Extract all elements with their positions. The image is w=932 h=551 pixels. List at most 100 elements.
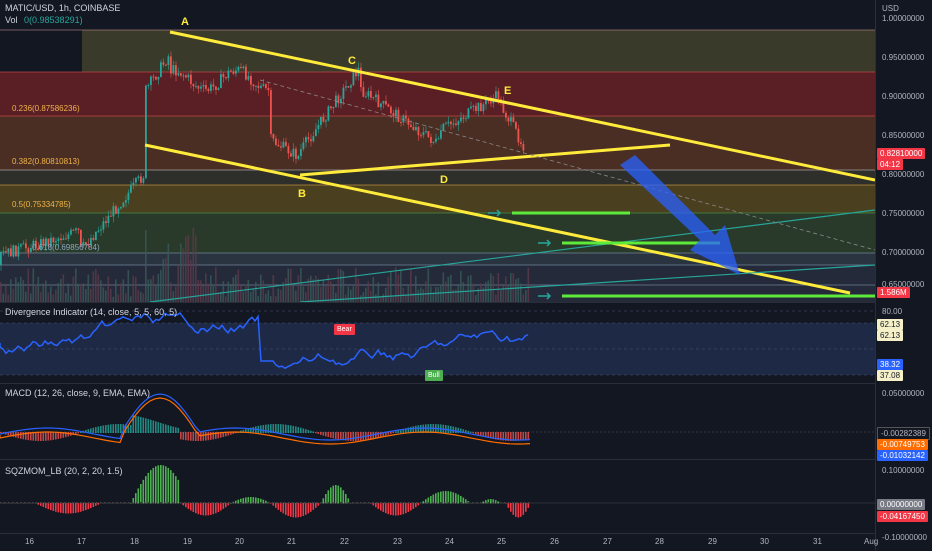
- candle-body: [87, 244, 90, 246]
- macd-histogram-bar: [90, 428, 92, 433]
- macd-histogram-bar: [520, 432, 522, 441]
- squeeze-dot: [380, 502, 382, 504]
- squeeze-dot: [64, 502, 66, 504]
- squeeze-bar: [252, 497, 255, 504]
- squeeze-bar: [137, 488, 140, 504]
- squeeze-bar: [162, 465, 165, 504]
- squeeze-dot: [356, 502, 358, 504]
- pane-separator[interactable]: [0, 302, 932, 303]
- squeeze-dot: [204, 502, 206, 504]
- macd-histogram-bar: [375, 432, 377, 439]
- candle-body: [345, 86, 347, 88]
- pane-separator[interactable]: [0, 459, 932, 460]
- squeeze-dot: [348, 502, 350, 504]
- candle-body: [365, 96, 367, 98]
- macd-histogram-bar: [62, 432, 65, 438]
- macd-histogram-bar: [280, 424, 282, 433]
- squeeze-dot: [92, 502, 94, 504]
- squeeze-dot: [260, 502, 262, 504]
- squeeze-momentum-pane[interactable]: SQZMOM_LB (20, 2, 20, 1.5): [0, 460, 875, 532]
- squeeze-bar: [432, 494, 435, 504]
- candle-body: [520, 142, 522, 144]
- macd-histogram-bar: [305, 429, 307, 433]
- candle-body: [95, 231, 97, 240]
- squeeze-bar: [265, 500, 267, 504]
- volume-bar: [87, 274, 90, 302]
- volume-bar: [137, 290, 140, 302]
- macd-canvas[interactable]: [0, 384, 875, 459]
- time-axis[interactable]: 16 17 18 19 20 21 22 23 24 25 26 27 28 2…: [0, 533, 878, 551]
- macd-histogram-bar: [75, 432, 77, 435]
- macd-histogram-bar: [277, 424, 280, 433]
- candle-body: [370, 91, 372, 98]
- macd-histogram-bar: [185, 432, 187, 441]
- squeeze-bar: [210, 503, 212, 515]
- squeeze-bar: [17, 503, 20, 504]
- macd-histogram-bar: [197, 432, 200, 441]
- volume-bar: [35, 284, 37, 302]
- macd-histogram-bar: [290, 425, 292, 433]
- squeeze-dot: [140, 502, 142, 504]
- price-tick: 1.00000000: [882, 14, 925, 23]
- time-tick: 21: [287, 537, 296, 546]
- macd-pane[interactable]: MACD (12, 26, close, 9, EMA, EMA): [0, 384, 875, 459]
- macd-histogram-bar: [310, 430, 312, 433]
- macd-histogram-bar: [115, 424, 117, 433]
- squeeze-bar: [67, 503, 70, 514]
- teal-channel-line: [149, 209, 875, 302]
- price-chart-pane[interactable]: MATIC/USD, 1h, COINBASE Vol 0(0.98538291…: [0, 0, 875, 302]
- macd-histogram-bar: [525, 432, 527, 440]
- squeeze-canvas[interactable]: [0, 460, 875, 532]
- volume-bar: [482, 287, 485, 302]
- squeeze-bar: [527, 503, 530, 508]
- macd-histogram-bar: [420, 424, 422, 433]
- squeeze-bar: [510, 503, 512, 512]
- squeeze-bar: [82, 503, 85, 511]
- candle-body: [265, 84, 267, 88]
- macd-histogram-bar: [402, 428, 405, 433]
- volume-bar: [15, 277, 17, 302]
- squeeze-bar: [385, 503, 387, 514]
- time-tick: 22: [340, 537, 349, 546]
- squeeze-bar: [445, 491, 447, 504]
- squeeze-dot: [56, 502, 58, 504]
- candle-body: [142, 178, 145, 183]
- candle-body: [375, 94, 377, 98]
- squeeze-bar: [390, 503, 392, 515]
- pane-separator[interactable]: [0, 383, 932, 384]
- macd-histogram-bar: [145, 418, 147, 433]
- divergence-line: [0, 311, 529, 370]
- volume-bar: [230, 285, 232, 302]
- price-chart-canvas[interactable]: [0, 0, 875, 302]
- macd-histogram-bar: [352, 432, 355, 441]
- squeeze-bar: [240, 498, 242, 504]
- volume-bar: [307, 278, 310, 302]
- volume-bar: [305, 292, 307, 302]
- candle-body: [405, 115, 407, 119]
- candle-body: [482, 104, 485, 112]
- macd-histogram-bar: [205, 432, 207, 441]
- candle-body: [510, 117, 512, 122]
- target-arrow-icon: [538, 239, 552, 247]
- squeeze-bar: [507, 503, 510, 508]
- divergence-pane[interactable]: Divergence Indicator (14, close, 5, 5, 6…: [0, 303, 875, 383]
- squeeze-bar: [450, 491, 452, 504]
- macd-histogram-bar: [160, 422, 162, 433]
- candle-body: [485, 99, 487, 105]
- volume-bar: [55, 289, 57, 302]
- macd-histogram-bar: [117, 424, 120, 433]
- candle-body: [230, 70, 232, 72]
- time-tick: 20: [235, 537, 244, 546]
- squeeze-dot: [244, 502, 246, 504]
- volume-bar: [315, 275, 317, 302]
- divergence-canvas[interactable]: [0, 303, 875, 383]
- volume-bar: [152, 275, 155, 302]
- candle-body: [475, 105, 477, 111]
- fib-zone: [0, 253, 875, 265]
- volume-bar: [495, 294, 497, 302]
- price-axis[interactable]: USD 1.00000000 0.95000000 0.90000000 0.8…: [875, 0, 932, 550]
- macd-histogram-bar: [397, 430, 400, 433]
- fib-zone: [0, 185, 875, 213]
- squeeze-dot: [224, 502, 226, 504]
- candle-body: [40, 239, 42, 250]
